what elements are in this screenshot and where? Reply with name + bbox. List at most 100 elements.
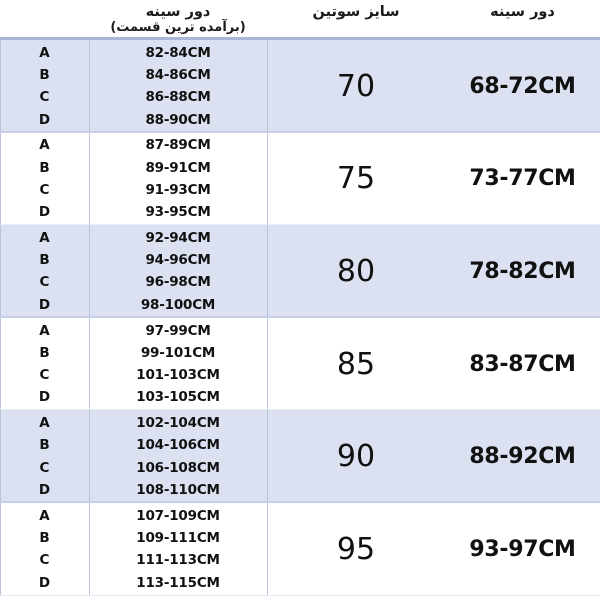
bust-range-value: 87-89CM (145, 137, 211, 154)
cell-underbust: 73-77CM (445, 133, 600, 226)
bust-range-value: 108-110CM (136, 481, 220, 498)
bust-range-value: 106-108CM (136, 459, 220, 476)
cup-size-value: D (38, 111, 51, 128)
bra-size-value: 70 (336, 68, 376, 104)
bra-size-value: 80 (336, 253, 376, 289)
column-header-cup (0, 0, 89, 40)
column-header-bust: دور سینه (برآمده ترین قسمت) (89, 0, 267, 40)
cup-size-value: A (39, 507, 50, 524)
cup-size-value: C (39, 552, 50, 569)
bra-size-value: 95 (336, 531, 376, 567)
cell-underbust: 78-82CM (445, 225, 600, 318)
column-header-bra-size-label: سایز سوتین (312, 4, 400, 20)
column-header-bust-label: دور سینه (145, 4, 211, 20)
bust-range-value: 101-103CM (136, 367, 220, 384)
bust-range-value: 99-101CM (140, 344, 216, 361)
bust-range-value: 98-100CM (140, 296, 216, 313)
bust-range-value: 84-86CM (145, 67, 211, 84)
underbust-value: 73-77CM (469, 166, 576, 192)
bust-range-value: 97-99CM (145, 322, 211, 339)
cup-size-value: B (39, 437, 50, 454)
bust-range-value: 88-90CM (145, 111, 211, 128)
bust-range-value: 93-95CM (145, 204, 211, 221)
bust-range-list: 102-104CM 104-106CM 106-108CM 108-110CM (136, 413, 220, 500)
bust-range-value: 113-115CM (136, 574, 220, 591)
cell-bra-size: 95 (267, 502, 445, 596)
cell-bust-ranges: 87-89CM 89-91CM 91-93CM 93-95CM (89, 132, 267, 226)
bust-range-value: 103-105CM (136, 389, 220, 406)
bust-range-value: 102-104CM (136, 415, 220, 432)
underbust-value: 83-87CM (469, 351, 576, 377)
cup-size-value: C (39, 181, 50, 198)
cup-size-value: D (38, 481, 51, 498)
cell-bust-ranges: 92-94CM 94-96CM 96-98CM 98-100CM (89, 225, 267, 318)
bust-range-value: 94-96CM (145, 252, 211, 269)
bust-range-value: 86-88CM (145, 89, 211, 106)
cup-size-value: B (39, 159, 50, 176)
cell-underbust: 93-97CM (445, 503, 600, 596)
bust-range-list: 82-84CM 84-86CM 86-88CM 88-90CM (145, 43, 210, 130)
cup-size-value: B (39, 344, 50, 361)
cup-size-value: A (39, 137, 50, 154)
cup-size-value: A (39, 229, 50, 246)
cell-bra-size: 75 (267, 132, 445, 226)
cup-size-value: D (38, 204, 51, 221)
table-row: 93-97CM 95 107-109CM 109-111CM 111-113CM 113-… (0, 502, 600, 596)
cup-size-value: B (39, 252, 50, 269)
cell-bra-size: 80 (267, 225, 445, 318)
cell-bust-ranges: 102-104CM 104-106CM 106-108CM 108-110CM (89, 410, 267, 503)
bust-range-value: 92-94CM (145, 229, 211, 246)
cell-underbust: 83-87CM (445, 318, 600, 411)
cell-bra-size: 85 (267, 317, 445, 411)
bust-range-list: 92-94CM 94-96CM 96-98CM 98-100CM (140, 228, 216, 315)
bust-range-value: 96-98CM (145, 274, 211, 291)
bust-range-value: 107-109CM (136, 507, 220, 524)
bust-range-value: 82-84CM (145, 44, 211, 61)
cell-underbust: 68-72CM (445, 40, 600, 133)
cup-size-value: D (38, 389, 51, 406)
underbust-value: 68-72CM (469, 73, 576, 99)
column-header-underbust: دور سینه (445, 0, 600, 40)
bust-range-value: 89-91CM (145, 159, 211, 176)
bust-range-list: 87-89CM 89-91CM 91-93CM 93-95CM (145, 135, 210, 222)
cup-size-value: A (39, 44, 50, 61)
column-header-bra-size: سایز سوتین (267, 0, 445, 40)
bra-size-value: 90 (336, 439, 376, 475)
cell-bra-size: 90 (267, 410, 445, 503)
bust-range-value: 111-113CM (136, 552, 220, 569)
bust-range-value: 91-93CM (145, 181, 211, 198)
cup-size-value: B (39, 530, 50, 547)
bust-range-value: 104-106CM (136, 437, 220, 454)
cup-size-value: C (39, 89, 50, 106)
bust-range-value: 109-111CM (136, 530, 220, 547)
table-row: 83-87CM 85 97-99CM 99-101CM 101-103CM 103-105… (0, 317, 600, 411)
cell-bust-ranges: 107-109CM 109-111CM 111-113CM 113-115CM (89, 502, 267, 596)
cup-size-value: C (39, 459, 50, 476)
cup-size-value: B (39, 67, 50, 84)
table-row: 73-77CM 75 87-89CM 89-91CM 91-93CM 93-95CM A B C… (0, 132, 600, 226)
cell-bust-ranges: 82-84CM 84-86CM 86-88CM 88-90CM (89, 40, 267, 133)
cup-size-value: C (39, 274, 50, 291)
cup-size-value: D (38, 574, 51, 591)
cup-size-value: C (39, 367, 50, 384)
cell-bra-size: 70 (267, 40, 445, 133)
table-row: 68-72CM 70 82-84CM 84-86CM 86-88CM 88-90CM A B C… (0, 40, 600, 133)
underbust-value: 88-92CM (469, 444, 576, 470)
table-body: 68-72CM 70 82-84CM 84-86CM 86-88CM 88-90CM A B C… (0, 40, 600, 596)
cup-size-value: A (39, 415, 50, 432)
table-row: 78-82CM 80 92-94CM 94-96CM 96-98CM 98-100CM A B… (0, 225, 600, 318)
bra-size-value: 75 (336, 161, 376, 197)
